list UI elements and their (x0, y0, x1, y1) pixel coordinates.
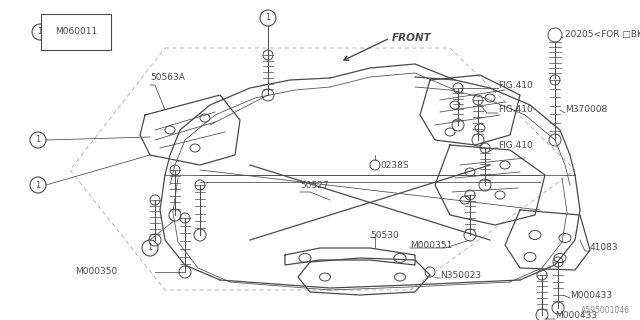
Text: FRONT: FRONT (392, 33, 432, 43)
Text: M000350: M000350 (75, 268, 117, 276)
Text: 1: 1 (147, 244, 152, 252)
Text: 20205<FOR □BK>: 20205<FOR □BK> (565, 30, 640, 39)
Text: M060011: M060011 (55, 28, 97, 36)
Text: 0238S: 0238S (380, 161, 408, 170)
Text: FIG.410: FIG.410 (498, 81, 532, 90)
Text: FIG.410: FIG.410 (498, 106, 532, 115)
Text: 1: 1 (37, 28, 43, 36)
Text: N350023: N350023 (440, 270, 481, 279)
Text: 1: 1 (35, 180, 40, 189)
Text: M000433: M000433 (555, 311, 597, 320)
Text: FIG.410: FIG.410 (498, 140, 532, 149)
Text: M370008: M370008 (565, 106, 607, 115)
Text: 1: 1 (35, 135, 40, 145)
Text: M000351: M000351 (410, 241, 452, 250)
Text: 41083: 41083 (590, 244, 619, 252)
Text: M000433: M000433 (570, 291, 612, 300)
Text: 50527: 50527 (300, 180, 328, 189)
Text: 50563A: 50563A (150, 74, 185, 83)
Text: 1: 1 (266, 13, 271, 22)
Text: A595001046: A595001046 (581, 306, 630, 315)
Text: 50530: 50530 (370, 230, 399, 239)
